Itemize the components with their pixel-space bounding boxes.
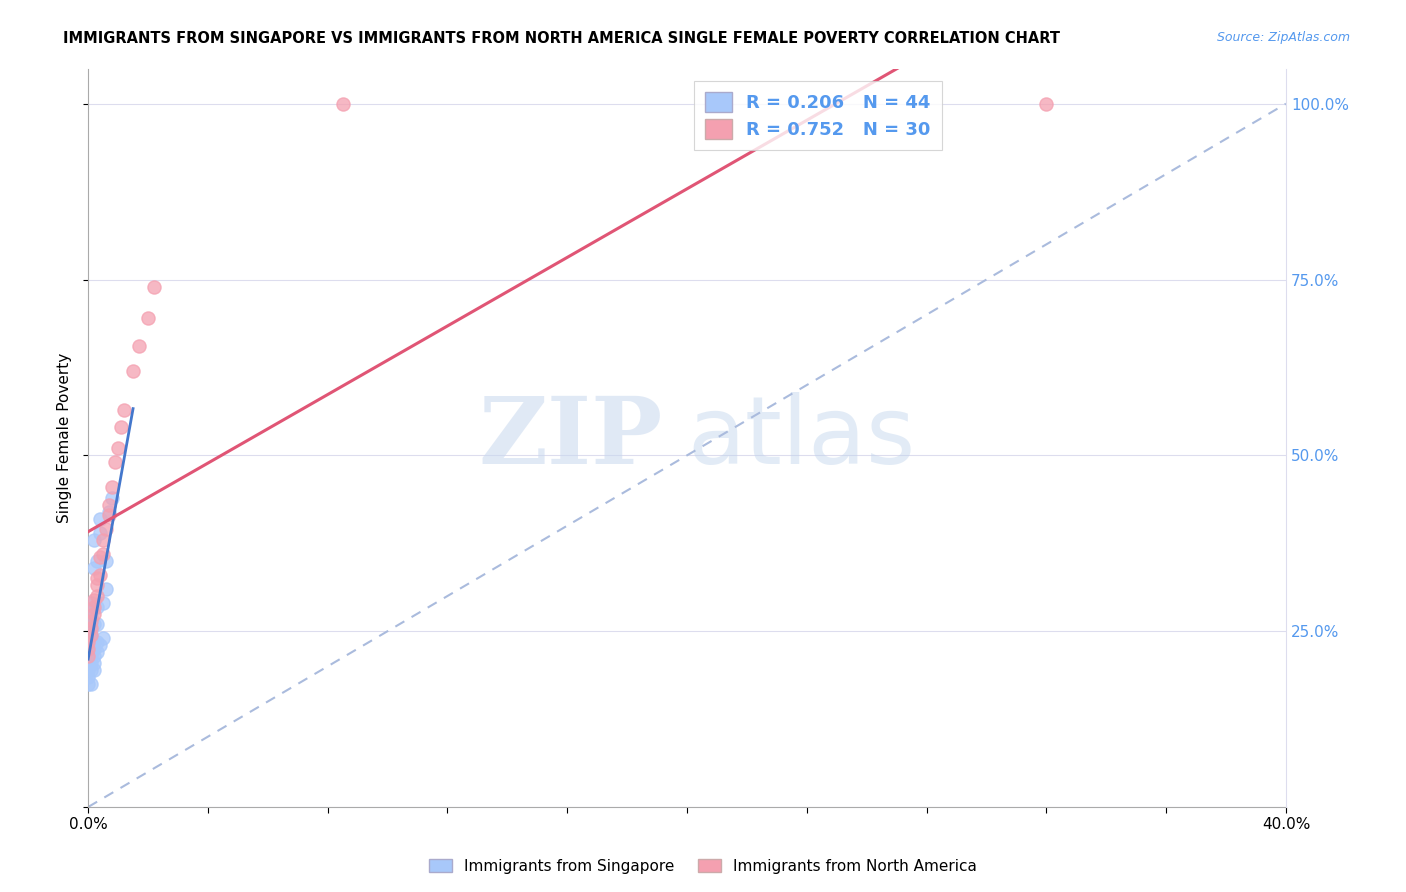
Point <box>80 628 103 642</box>
Point <box>91 547 114 561</box>
Point <box>80 621 103 635</box>
Point <box>1035 96 1057 111</box>
Text: Source: ZipAtlas.com: Source: ZipAtlas.com <box>1216 31 1350 45</box>
Point <box>77 638 100 652</box>
Point <box>86 589 108 603</box>
Point <box>107 442 129 456</box>
Point <box>91 533 114 547</box>
Point <box>83 641 105 656</box>
Point <box>89 511 111 525</box>
Point <box>80 656 103 670</box>
Point <box>86 599 108 614</box>
Point <box>110 420 132 434</box>
Point <box>80 603 103 617</box>
Point <box>136 311 159 326</box>
Point <box>77 648 100 663</box>
Point <box>86 554 108 568</box>
Point <box>80 645 103 659</box>
Point <box>77 677 100 691</box>
Point <box>101 480 124 494</box>
Point <box>83 592 105 607</box>
Point <box>89 568 111 582</box>
Point <box>83 599 105 614</box>
Point <box>80 617 103 632</box>
Text: IMMIGRANTS FROM SINGAPORE VS IMMIGRANTS FROM NORTH AMERICA SINGLE FEMALE POVERTY: IMMIGRANTS FROM SINGAPORE VS IMMIGRANTS … <box>63 31 1060 46</box>
Point <box>94 582 117 596</box>
Point <box>77 648 100 663</box>
Point <box>89 525 111 540</box>
Point <box>83 634 105 648</box>
Legend: R = 0.206   N = 44, R = 0.752   N = 30: R = 0.206 N = 44, R = 0.752 N = 30 <box>695 81 942 150</box>
Point <box>86 617 108 632</box>
Point <box>86 645 108 659</box>
Point <box>143 279 166 293</box>
Point <box>80 648 103 663</box>
Point <box>83 607 105 621</box>
Point <box>80 610 103 624</box>
Point <box>80 677 103 691</box>
Point <box>332 96 354 111</box>
Legend: Immigrants from Singapore, Immigrants from North America: Immigrants from Singapore, Immigrants fr… <box>423 853 983 880</box>
Point <box>98 508 121 522</box>
Point <box>77 656 100 670</box>
Point <box>77 645 100 659</box>
Point <box>89 550 111 565</box>
Point <box>94 522 117 536</box>
Point <box>77 631 100 645</box>
Point <box>122 364 145 378</box>
Point <box>112 402 135 417</box>
Point <box>77 634 100 648</box>
Point <box>80 596 103 610</box>
Point <box>80 641 103 656</box>
Point <box>80 624 103 639</box>
Point <box>77 663 100 677</box>
Point <box>104 455 127 469</box>
Point <box>91 596 114 610</box>
Point <box>80 614 103 628</box>
Point <box>83 648 105 663</box>
Point <box>77 641 100 656</box>
Point <box>101 491 124 505</box>
Text: ZIP: ZIP <box>479 392 664 483</box>
Point <box>86 571 108 585</box>
Point <box>98 505 121 519</box>
Point <box>83 663 105 677</box>
Point <box>98 498 121 512</box>
Point <box>77 634 100 648</box>
Text: atlas: atlas <box>688 392 915 483</box>
Point <box>89 638 111 652</box>
Point <box>83 617 105 632</box>
Point <box>86 634 108 648</box>
Point <box>80 631 103 645</box>
Y-axis label: Single Female Poverty: Single Female Poverty <box>58 352 72 523</box>
Point <box>91 631 114 645</box>
Point <box>83 533 105 547</box>
Point <box>94 554 117 568</box>
Point <box>80 663 103 677</box>
Point <box>128 339 150 353</box>
Point <box>86 578 108 592</box>
Point <box>77 670 100 684</box>
Point <box>83 656 105 670</box>
Point <box>77 641 100 656</box>
Point <box>83 561 105 575</box>
